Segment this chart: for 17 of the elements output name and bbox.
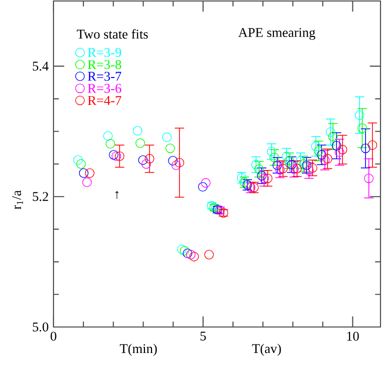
text: T(av) — [252, 344, 281, 356]
legend-title: Two state fits — [76, 29, 148, 39]
annotation: APE smearing — [238, 28, 316, 40]
annotation: ↑ — [115, 191, 118, 199]
x-tick-label: 10 — [347, 332, 359, 341]
legend-label: R=3-6 — [88, 84, 122, 93]
y-tick-label: 5.0 — [32, 322, 48, 332]
y-tick-label: 5.2 — [32, 192, 48, 202]
legend-label: R=3-9 — [88, 48, 122, 57]
y-tick-label: 5.4 — [32, 62, 49, 71]
legend-label: R=3-7 — [88, 72, 122, 81]
x-tick-label: 0 — [50, 332, 56, 341]
y-axis-title: r$_{1}$/a — [12, 190, 23, 210]
text: T(min) — [120, 344, 157, 356]
x-tick-label: 5 — [200, 332, 206, 341]
legend-label: R=4-7 — [88, 96, 122, 105]
legend-label: R=3-8 — [88, 60, 122, 70]
